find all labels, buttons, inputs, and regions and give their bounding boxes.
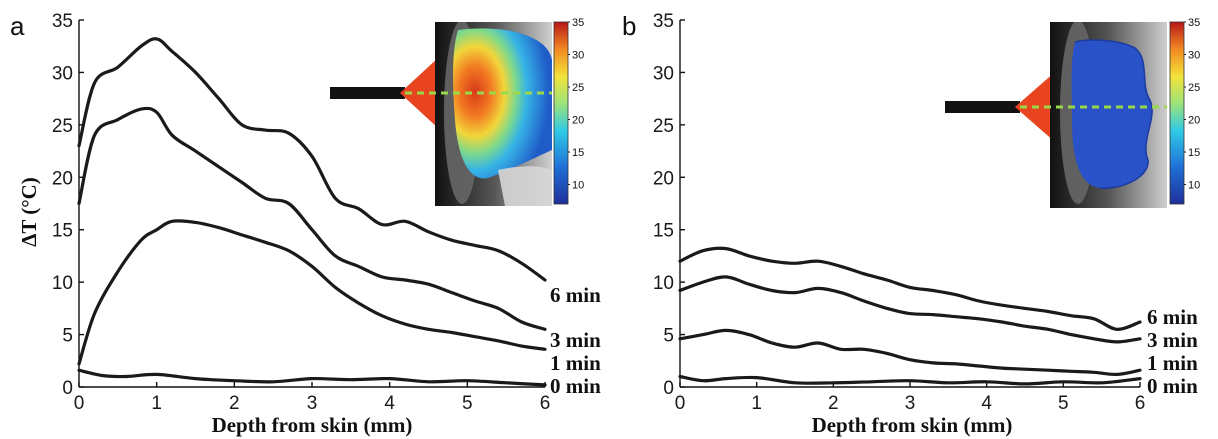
y-tick-label: 35 <box>653 11 674 32</box>
y-tick-label: 30 <box>52 63 73 84</box>
heat-region <box>453 28 552 179</box>
panel-a: a ΔT (°C) Depth from skin (mm) 051015202… <box>10 11 601 437</box>
colorbar-tick-label: 30 <box>1188 50 1200 62</box>
colorbar-tick-label: 35 <box>1188 17 1200 29</box>
series-label: 1 min <box>550 351 601 375</box>
panel-b-curves <box>678 246 1142 386</box>
y-tick-label: 5 <box>663 326 674 347</box>
panel-a-inset-thermal-map: 10 15 20 25 30 35 <box>330 17 584 206</box>
x-tick-label: 5 <box>462 393 473 414</box>
series-label: 6 min <box>550 283 601 307</box>
x-tick-label: 4 <box>384 393 395 414</box>
y-tick-label: 20 <box>653 168 674 189</box>
colorbar-tick-label: 25 <box>1188 82 1200 94</box>
panel-b-inset-thermal-map: 10 15 20 25 30 35 <box>945 17 1200 208</box>
panel-b-xlabel: Depth from skin (mm) <box>812 413 1013 437</box>
colorbar-tick-label: 10 <box>572 180 584 192</box>
x-tick-label: 4 <box>981 393 992 414</box>
series-line-1-min <box>77 219 547 366</box>
probe-bar <box>330 87 405 99</box>
colorbar-tick-label: 35 <box>572 17 584 29</box>
series-line-0-min <box>77 368 547 387</box>
y-tick-label: 30 <box>653 63 674 84</box>
y-tick-label: 15 <box>653 221 674 242</box>
x-tick-label: 6 <box>540 393 551 414</box>
colorbar-tick-label: 15 <box>572 147 584 159</box>
x-tick-label: 3 <box>307 393 318 414</box>
colorbar-tick-label: 30 <box>572 50 584 62</box>
colorbar <box>553 21 569 205</box>
y-tick-label: 20 <box>52 168 73 189</box>
series-line-3-min <box>678 275 1142 344</box>
x-tick-label: 2 <box>229 393 240 414</box>
series-line-3-min <box>77 106 547 331</box>
colorbar-tick-label: 20 <box>572 115 584 127</box>
y-tick-label: 0 <box>62 378 73 399</box>
panel-a-xlabel: Depth from skin (mm) <box>212 413 413 437</box>
colorbar-tick-label: 10 <box>1188 180 1200 192</box>
y-tick-label: 0 <box>663 378 674 399</box>
panel-b-axes: 0 5 10 15 20 25 30 35 0 1 2 3 4 5 6 <box>653 11 1145 414</box>
probe-bar <box>945 101 1020 113</box>
series-label: 0 min <box>1147 374 1198 398</box>
panel-a-ylabel: ΔT (°C) <box>17 177 41 247</box>
y-tick-label: 25 <box>52 116 73 137</box>
colorbar <box>1169 21 1185 205</box>
x-tick-label: 5 <box>1058 393 1069 414</box>
series-label: 3 min <box>1147 328 1198 352</box>
series-line-1-min <box>678 328 1142 377</box>
colorbar-ticks: 10 15 20 25 30 35 <box>1184 17 1200 192</box>
x-tick-label: 0 <box>675 393 686 414</box>
panel-a-axes: 0 5 10 15 20 25 30 35 0 1 2 3 4 5 6 <box>52 11 550 414</box>
y-tick-label: 25 <box>653 116 674 137</box>
x-tick-label: 6 <box>1135 393 1146 414</box>
x-tick-label: 1 <box>751 393 762 414</box>
colorbar-ticks: 10 15 20 25 30 35 <box>568 17 584 192</box>
series-label: 1 min <box>1147 351 1198 375</box>
series-label: 0 min <box>550 374 601 398</box>
y-tick-label: 10 <box>52 273 73 294</box>
colorbar-tick-label: 20 <box>1188 115 1200 127</box>
x-tick-label: 1 <box>151 393 162 414</box>
y-tick-label: 10 <box>653 273 674 294</box>
series-label: 6 min <box>1147 305 1198 329</box>
colorbar-tick-label: 15 <box>1188 147 1200 159</box>
x-tick-label: 0 <box>74 393 85 414</box>
series-label: 3 min <box>550 328 601 352</box>
panel-b-label: b <box>622 11 636 41</box>
series-line-6-min <box>678 246 1142 331</box>
y-tick-label: 15 <box>52 221 73 242</box>
x-tick-label: 3 <box>905 393 916 414</box>
series-line-0-min <box>678 374 1142 386</box>
y-tick-label: 5 <box>62 326 73 347</box>
panel-a-curves <box>77 37 547 387</box>
heat-region <box>1071 40 1153 189</box>
colorbar-tick-label: 25 <box>572 82 584 94</box>
panel-a-label: a <box>10 11 25 41</box>
y-tick-label: 35 <box>52 11 73 32</box>
series-line-6-min <box>77 37 547 282</box>
x-tick-label: 2 <box>828 393 839 414</box>
